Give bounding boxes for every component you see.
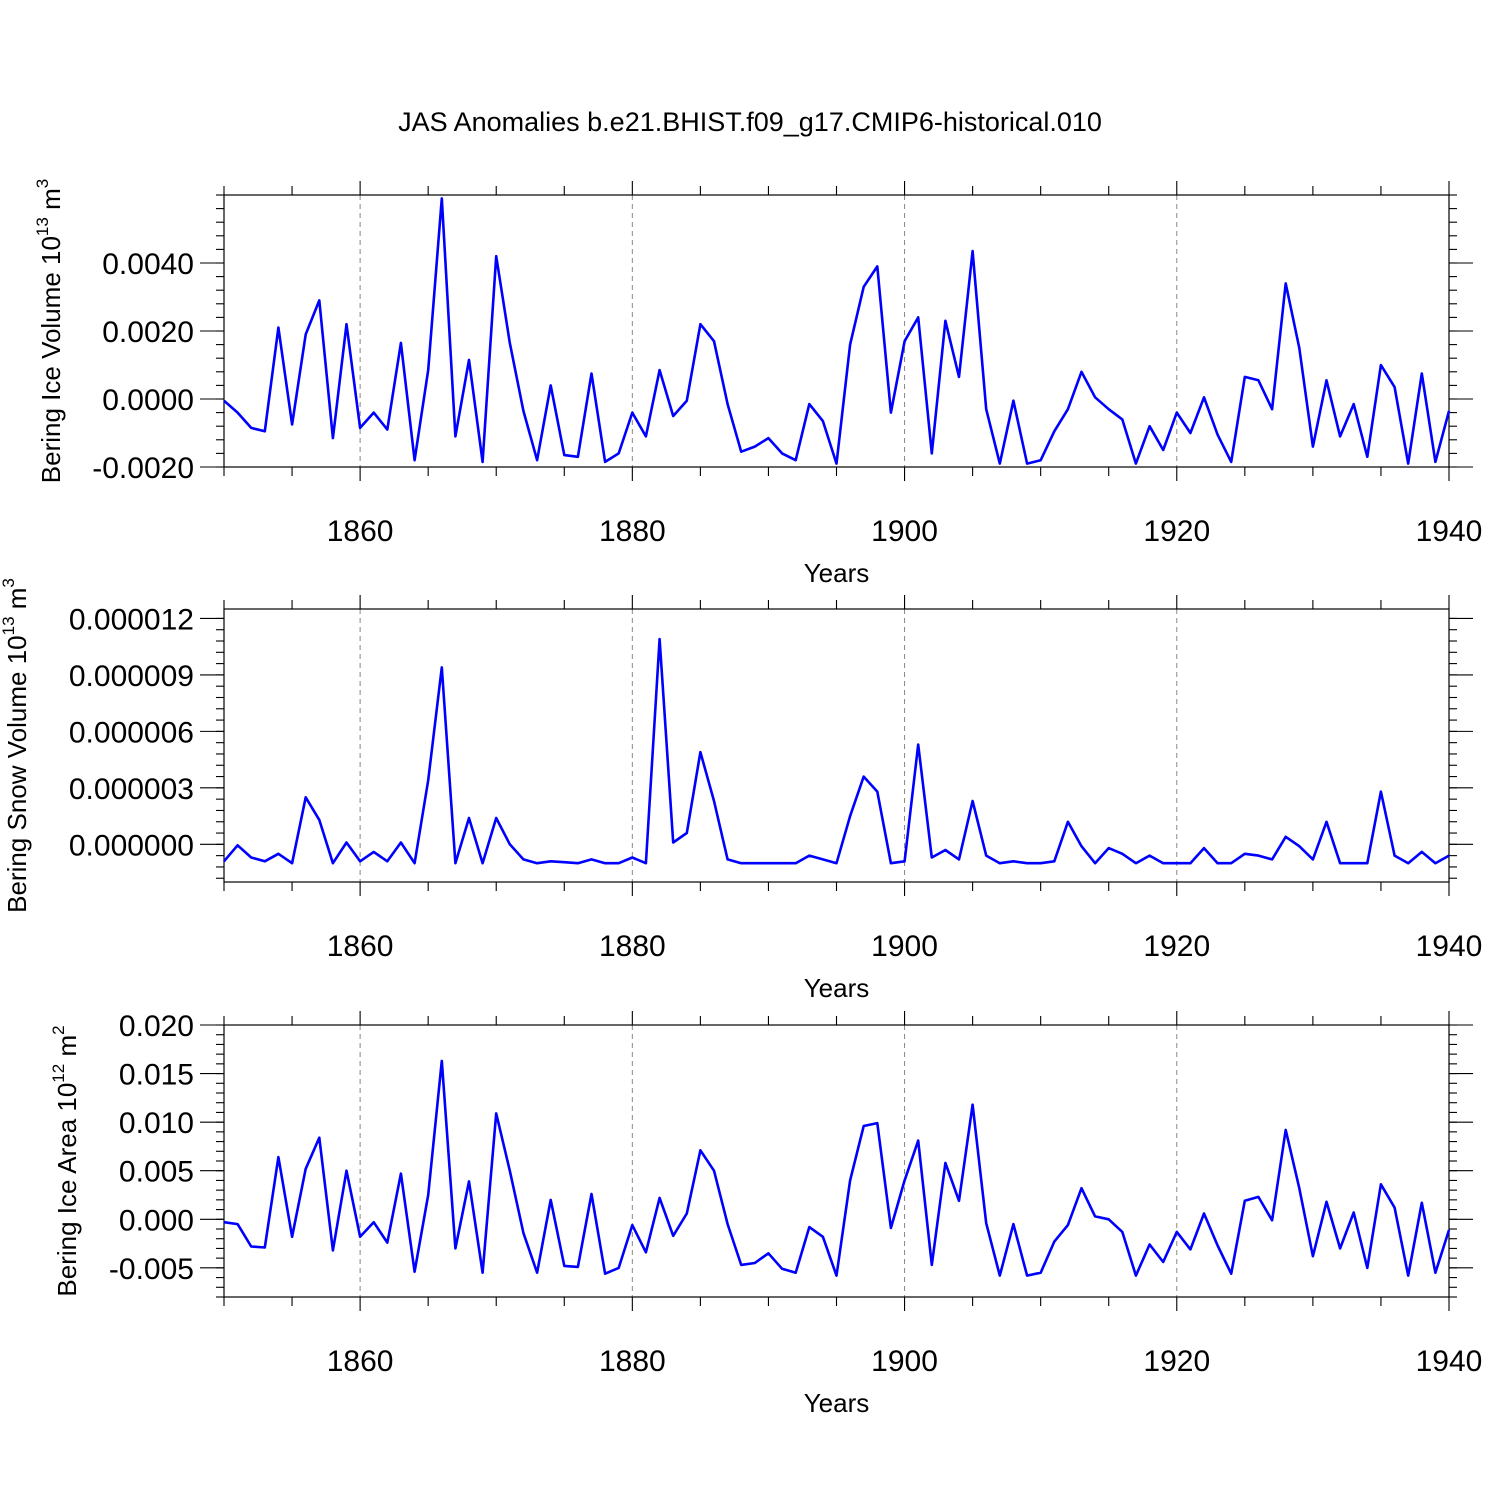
- x-tick-label: 1900: [871, 930, 938, 963]
- x-tick-label: 1920: [1143, 1345, 1210, 1378]
- x-axis-label: Years: [804, 973, 870, 1003]
- y-tick-label: 0.0000: [102, 384, 194, 417]
- x-tick-label: 1900: [871, 515, 938, 548]
- series-line-snow-volume: [223, 637, 1450, 865]
- y-tick-label: 0.005: [119, 1156, 194, 1189]
- y-tick-label: 0.000003: [69, 773, 194, 806]
- plot-frame: [223, 194, 1450, 468]
- plot-frame: [223, 1024, 1450, 1298]
- y-tick-label: -0.0020: [92, 452, 194, 485]
- x-tick-label: 1860: [327, 1345, 394, 1378]
- x-tick-label: 1940: [1416, 515, 1483, 548]
- y-tick-label: 0.0020: [102, 316, 194, 349]
- y-tick-label: 0.015: [119, 1059, 194, 1092]
- figure-title: JAS Anomalies b.e21.BHIST.f09_g17.CMIP6-…: [398, 107, 1102, 137]
- y-tick-label: 0.010: [119, 1107, 194, 1140]
- panel-ice-volume: -0.0020 0.0000 0.0020 0.0040 1860 1880 1900 192…: [33, 179, 1482, 588]
- y-tick-label: 0.0040: [102, 248, 194, 281]
- x-tick-label: 1880: [599, 515, 666, 548]
- x-axis-label: Years: [804, 1388, 870, 1418]
- series-line-ice-area: [223, 1059, 1451, 1277]
- x-tick-label: 1860: [327, 515, 394, 548]
- series-line-ice-volume: [223, 197, 1451, 465]
- x-axis-label: Years: [804, 558, 870, 588]
- y-tick-label: -0.005: [109, 1253, 194, 1286]
- y-tick-label: 0.000009: [69, 660, 194, 693]
- y-tick-label: 0.020: [119, 1010, 194, 1043]
- x-tick-label: 1920: [1143, 930, 1210, 963]
- x-tick-label: 1860: [327, 930, 394, 963]
- y-tick-label: 0.000006: [69, 716, 194, 749]
- panel-snow-volume: 0.000000 0.000003 0.000006 0.000009 0.000012…: [0, 578, 1482, 1003]
- y-axis-label: Bering Snow Volume 1013 m3: [0, 578, 32, 913]
- x-tick-label: 1880: [599, 930, 666, 963]
- y-tick-label: 0.000: [119, 1204, 194, 1237]
- y-tick-label: 0.000012: [69, 603, 194, 636]
- x-tick-label: 1940: [1416, 930, 1483, 963]
- y-axis-label: Bering Ice Volume 1013 m3: [33, 179, 66, 483]
- panel-ice-area: -0.005 0.000 0.005 0.010 0.015 0.020 1860 1880 1…: [49, 1010, 1482, 1418]
- y-tick-label: 0.000000: [69, 829, 194, 862]
- x-tick-label: 1940: [1416, 1345, 1483, 1378]
- x-tick-label: 1900: [871, 1345, 938, 1378]
- y-axis-label: Bering Ice Area 1012 m2: [49, 1025, 82, 1296]
- x-tick-label: 1880: [599, 1345, 666, 1378]
- panels: -0.0020 0.0000 0.0020 0.0040 1860 1880 1900 192…: [0, 179, 1482, 1418]
- plot-frame: [223, 608, 1450, 883]
- x-tick-label: 1920: [1143, 515, 1210, 548]
